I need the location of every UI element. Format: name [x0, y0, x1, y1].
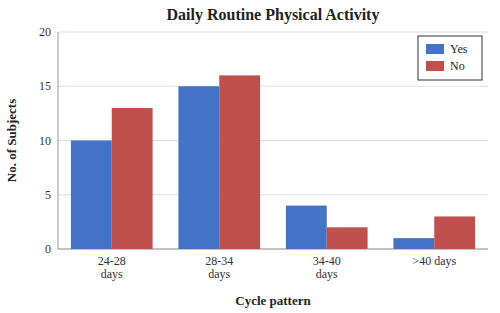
- y-axis-label: No. of Subjects: [4, 99, 19, 182]
- bar: [286, 206, 327, 249]
- legend-label: No: [450, 59, 465, 73]
- bar: [112, 108, 153, 249]
- grid-line: [58, 86, 488, 87]
- bar: [327, 227, 368, 249]
- bar: [434, 216, 475, 249]
- bar: [393, 238, 434, 249]
- y-tick-label: 15: [39, 79, 51, 93]
- bars: [71, 75, 475, 249]
- bar: [71, 141, 112, 250]
- grid-line: [58, 32, 488, 33]
- y-tick-label: 10: [39, 134, 51, 148]
- legend: Yes No: [418, 36, 482, 80]
- x-tick-line: >40 days: [412, 254, 456, 268]
- x-tick-label: 24-28days: [98, 254, 126, 281]
- x-tick-line: days: [208, 267, 230, 281]
- x-tick-line: days: [101, 267, 123, 281]
- x-tick-label: 28-34days: [205, 254, 233, 281]
- legend-box: [418, 36, 482, 80]
- title: Daily Routine Physical Activity: [167, 6, 380, 24]
- x-tick-line: 34-40: [313, 254, 341, 268]
- legend-swatch: [426, 61, 444, 71]
- x-tick-line: 28-34: [205, 254, 233, 268]
- y-tick-label: 0: [45, 242, 51, 256]
- x-tick-label: >40 days: [412, 254, 456, 268]
- x-axis-label: Cycle pattern: [235, 293, 311, 308]
- x-tick-label: 34-40days: [313, 254, 341, 281]
- legend-swatch: [426, 44, 444, 54]
- x-tick-line: 24-28: [98, 254, 126, 268]
- y-tick-label: 20: [39, 25, 51, 39]
- y-axis-line: [58, 32, 59, 249]
- chart: 0510152024-28days28-34days34-40days>40 d…: [0, 0, 500, 313]
- bar: [178, 86, 219, 249]
- y-tick-label: 5: [45, 188, 51, 202]
- legend-label: Yes: [450, 42, 468, 56]
- x-tick-line: days: [316, 267, 338, 281]
- bar: [219, 75, 260, 249]
